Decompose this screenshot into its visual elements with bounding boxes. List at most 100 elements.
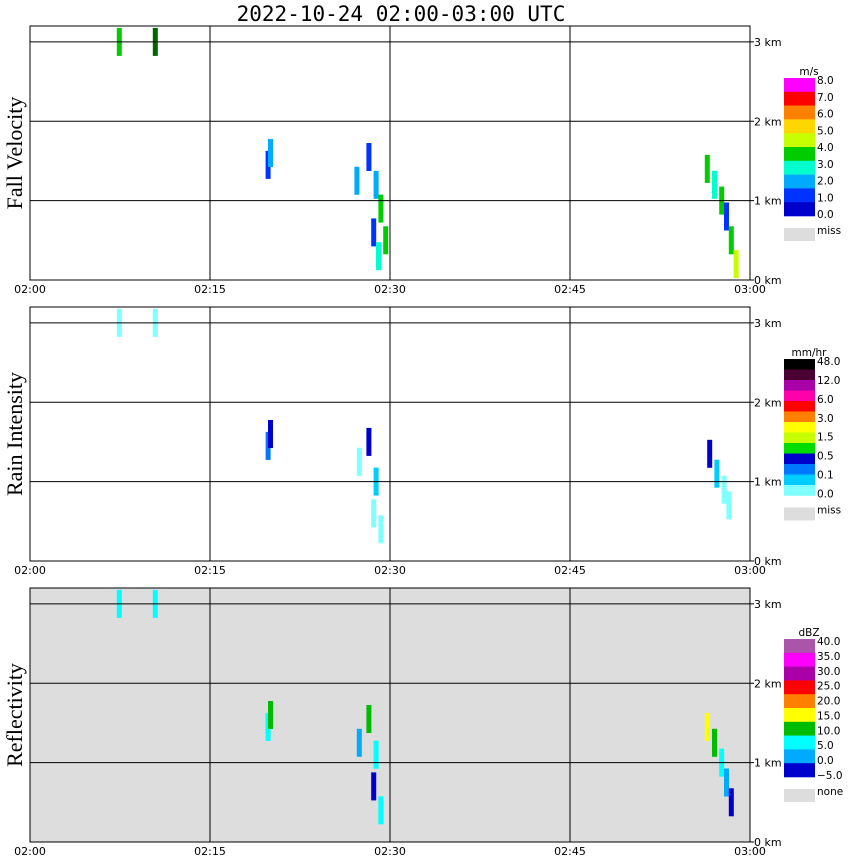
legend-color [784, 721, 815, 736]
x-tick-label: 03:00 [734, 845, 766, 858]
panel-title: Rain Intensity [2, 372, 27, 496]
echo-cell [366, 143, 372, 171]
legend-color [784, 380, 815, 391]
legend-label: 25.0 [817, 681, 840, 693]
echo-cell [728, 788, 734, 817]
panel-title: Fall Velocity [2, 97, 27, 210]
echo-cell [378, 194, 384, 223]
legend-miss-label: none [817, 786, 843, 798]
plot-frame [29, 587, 751, 843]
legend-label: 40.0 [817, 636, 840, 648]
legend-color [784, 708, 815, 723]
echo-cell [728, 226, 734, 255]
echo-cell [724, 202, 729, 231]
legend-color [784, 735, 815, 750]
x-tick-label: 02:00 [14, 564, 46, 577]
legend-color [784, 763, 815, 778]
x-tick-label: 02:45 [554, 283, 586, 296]
echo-cell [268, 701, 273, 729]
echo-cell [356, 728, 362, 757]
legend-label: −5.0 [817, 770, 843, 782]
x-tick-label: 03:00 [734, 283, 766, 296]
x-tick-label: 02:30 [374, 564, 406, 577]
legend-label: 5.0 [817, 740, 834, 752]
legend-label: 7.0 [817, 92, 834, 104]
legend-label: 0.0 [817, 209, 834, 221]
echo-cell [356, 447, 362, 476]
legend-label: 35.0 [817, 651, 840, 663]
legend-label: 4.0 [817, 142, 834, 154]
x-tick-label: 02:00 [14, 845, 46, 858]
legend-color [784, 91, 815, 106]
x-tick-label: 02:45 [554, 845, 586, 858]
echo-cell [714, 459, 720, 488]
legend-unit: m/s [799, 66, 818, 78]
legend-color [784, 694, 815, 709]
echo-cell [268, 420, 273, 448]
y-tick-label: 2 km [754, 115, 782, 128]
legend-color [784, 78, 815, 93]
echo-cell [371, 499, 377, 528]
panel-1: 02:00 02:15 02:30 02:45 03:000 km 1 km 2 km 3 k… [2, 25, 841, 296]
legend-color [784, 474, 815, 486]
panel-3: 02:00 02:15 02:30 02:45 03:000 km 1 km 2 km 3 k… [2, 587, 843, 858]
legend-miss-swatch [784, 789, 815, 802]
legend-color [784, 749, 815, 764]
legend-color [784, 464, 815, 475]
legend-color [784, 202, 815, 217]
echo-cell [376, 242, 381, 271]
legend-color [784, 422, 815, 433]
legend-label: 0.0 [817, 755, 834, 767]
y-tick-label: 1 km [754, 195, 782, 208]
x-tick-label: 03:00 [734, 564, 766, 577]
echo-cell [707, 439, 713, 468]
legend-label: 8.0 [817, 75, 834, 87]
y-tick-label: 0 km [754, 555, 782, 568]
legend-label: 2.0 [817, 176, 834, 188]
x-tick-label: 02:15 [194, 845, 226, 858]
legend-miss-label: miss [817, 225, 841, 237]
legend-miss-label: miss [817, 505, 841, 517]
legend-label: 10.0 [817, 725, 840, 737]
echo-cell [724, 768, 729, 797]
legend-unit: mm/hr [792, 347, 828, 359]
legend-color [784, 680, 815, 695]
panel-title: Reflectivity [2, 663, 27, 767]
legend-color [784, 369, 815, 381]
echo-cell [721, 475, 727, 504]
plot-frame [29, 25, 751, 281]
legend-label: 5.0 [817, 125, 834, 137]
legend-color [784, 639, 815, 654]
y-tick-label: 3 km [754, 36, 782, 49]
echo-cell [373, 740, 379, 769]
y-tick-label: 1 km [754, 476, 782, 489]
legend-label: 0.0 [817, 489, 834, 501]
echo-cell [373, 170, 379, 199]
y-tick-label: 2 km [754, 396, 782, 409]
legend-color [784, 105, 815, 120]
echo-cell [371, 218, 377, 247]
legend-color [784, 453, 815, 465]
legend-label: 48.0 [817, 356, 840, 368]
echo-cell [712, 170, 717, 199]
legend-color [784, 174, 815, 189]
y-tick-label: 0 km [754, 836, 782, 849]
legend-color [784, 160, 815, 175]
echo-cell [726, 491, 732, 520]
echo-cell [704, 712, 710, 741]
x-tick-label: 02:15 [194, 564, 226, 577]
x-tick-label: 02:15 [194, 283, 226, 296]
legend-color [784, 147, 815, 162]
legend-color [784, 119, 815, 134]
legend-label: 1.0 [817, 192, 834, 204]
legend-color [784, 411, 815, 423]
legend-unit: dBZ [798, 627, 819, 639]
y-tick-label: 3 km [754, 317, 782, 330]
legend-label: 3.0 [817, 159, 834, 171]
legend-label: 1.5 [817, 432, 834, 444]
legend-color [784, 652, 815, 667]
legend-color [784, 485, 815, 496]
